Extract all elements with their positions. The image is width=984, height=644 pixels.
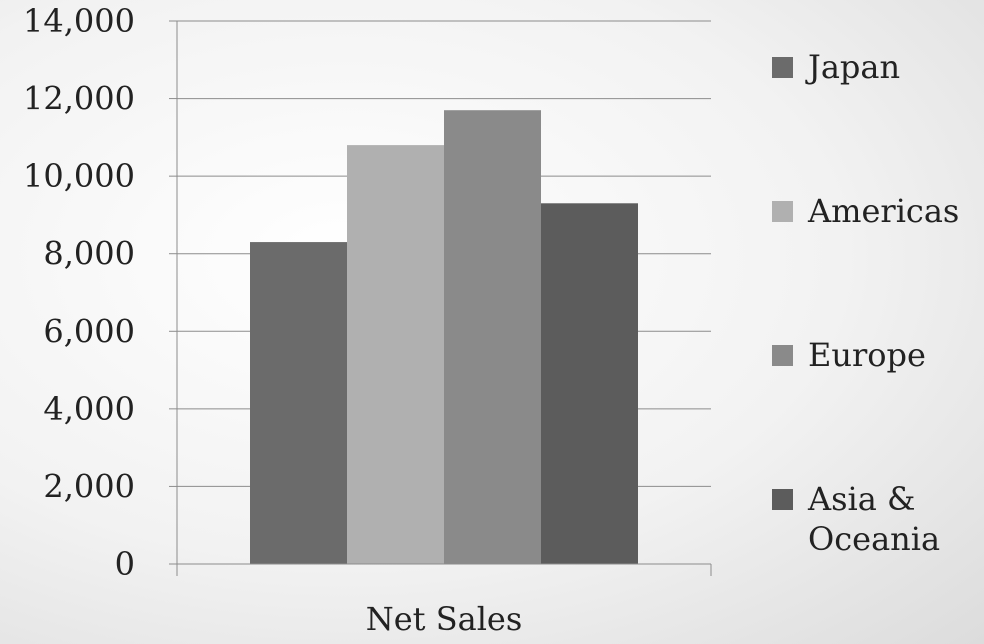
legend-swatch (772, 57, 793, 78)
bar-japan (250, 242, 347, 565)
y-tick-labels: 0 2,000 4,000 6,000 8,000 10,000 12,000 14,000 (23, 2, 135, 583)
x-tick-labels: Net Sales (366, 600, 523, 638)
y-tick-label: 0 (115, 545, 135, 583)
bar-europe (444, 110, 541, 564)
y-tick-label: 6,000 (43, 312, 135, 350)
y-tick-label: 10,000 (23, 157, 135, 195)
legend-label: Europe (808, 336, 926, 374)
legend-label: Americas (807, 192, 959, 230)
bar-asia-oceania (541, 203, 638, 565)
legend-swatch (772, 345, 793, 366)
y-tick-label: 8,000 (43, 235, 135, 273)
bar-americas (347, 145, 444, 564)
legend-swatch (772, 489, 793, 510)
legend: Japan Americas Europe Asia & Oceania (772, 48, 959, 558)
axes (169, 20, 712, 576)
x-tick-label: Net Sales (366, 600, 523, 638)
y-tick-label: 4,000 (43, 390, 135, 428)
y-tick-label: 14,000 (23, 2, 135, 40)
legend-label: Japan (805, 48, 900, 86)
legend-label: Asia & Oceania (807, 480, 940, 558)
bars (250, 110, 638, 565)
y-tick-label: 2,000 (43, 467, 135, 505)
y-tick-label: 12,000 (23, 80, 135, 118)
legend-swatch (772, 201, 793, 222)
